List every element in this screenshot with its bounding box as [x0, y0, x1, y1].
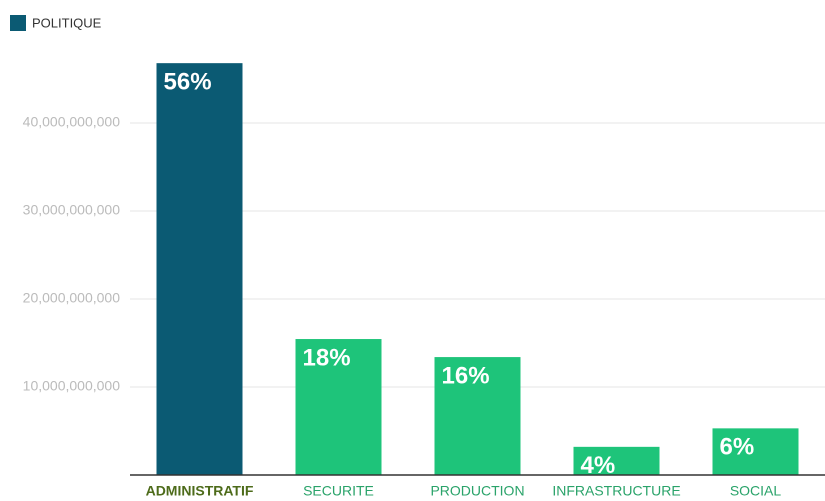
x-tick-label: SECURITE: [303, 483, 374, 499]
legend-swatch: [10, 15, 26, 31]
data-label: 56%: [164, 69, 212, 96]
bar: [156, 63, 243, 475]
bar: [712, 428, 799, 475]
x-tick-label: PRODUCTION: [430, 483, 524, 499]
y-tick-label: 40,000,000,000: [23, 114, 121, 130]
legend-label: POLITIQUE: [32, 15, 102, 30]
y-tick-label: 30,000,000,000: [23, 202, 121, 218]
x-tick-label: ADMINISTRATIF: [146, 483, 254, 499]
x-tick-label: SOCIAL: [730, 483, 782, 499]
data-label: 6%: [720, 434, 755, 461]
x-tick-label: INFRASTRUCTURE: [552, 483, 680, 499]
data-label: 16%: [442, 362, 490, 389]
bar: [434, 357, 521, 475]
y-tick-label: 20,000,000,000: [23, 290, 121, 306]
y-tick-label: 10,000,000,000: [23, 378, 121, 394]
data-label: 18%: [303, 344, 351, 371]
bar: [573, 446, 660, 475]
bar: [295, 339, 382, 475]
